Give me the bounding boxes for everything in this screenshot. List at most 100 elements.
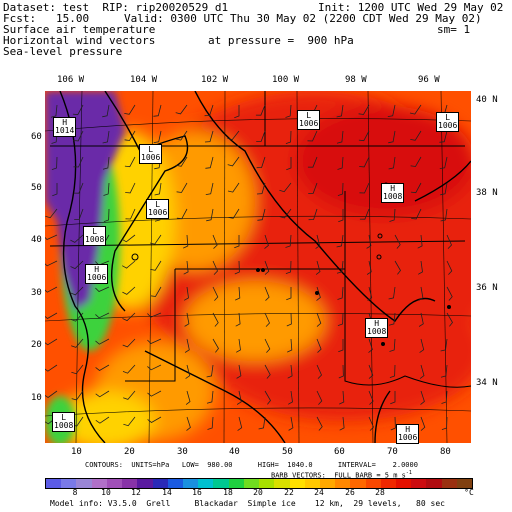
wind-barb [124,104,136,115]
wind-barb [256,156,266,169]
wind-barb [388,312,396,326]
wind-barb [212,312,219,327]
wind-barb [122,312,136,322]
wind-barb [316,312,322,327]
wind-barb [390,391,396,405]
wind-barb [255,104,266,116]
colorbar-tick: 28 [375,488,385,497]
wind-barb [410,182,422,194]
wind-barb [206,208,214,222]
wind-barb [45,312,58,319]
colorbar-swatch [152,479,168,488]
wind-barb [102,104,110,118]
colorbar-swatch [46,479,62,488]
latitude-label: 34 N [476,378,498,388]
wind-barb [316,286,321,301]
wind-barb [339,416,345,431]
init-time-label: Init: 1200 UTC Wed 29 May 02 [318,1,504,14]
colorbar-tick: 26 [345,488,355,497]
pressure-center-label: H 1006 [396,424,420,444]
wind-barb [359,182,370,194]
wind-barb [125,208,136,220]
wind-barb [71,390,84,401]
colorbar-unit: °C [464,488,474,497]
wind-barb [394,234,401,249]
longitude-label: 106 W [57,75,85,85]
colorbar-tick: 20 [253,488,263,497]
wind-barb [70,312,84,322]
wind-barb [227,130,240,141]
field-wind-label: Horizontal wind vectors [3,34,156,47]
colorbar-swatch [335,479,351,488]
wind-barb [95,338,110,345]
colorbar-swatch [456,479,473,488]
wind-barb [446,234,452,249]
wind-barb [359,156,370,168]
pressure-center-label: L 1006 [146,199,170,219]
wind-barb [256,130,266,142]
grid-x-label: 20 [124,447,135,457]
grid-x-label: 50 [282,447,293,457]
wind-barb [336,104,344,118]
state-borders [49,91,471,388]
wind-barb [337,182,344,196]
wind-barb [389,208,396,222]
colorbar-labels: 8 10 12 14 16 18 20 22 24 26 28 °C [45,488,474,498]
colorbar-tick: 16 [192,488,202,497]
wind-barb [388,286,396,300]
wind-barb [440,338,448,352]
wind-barb [45,260,58,267]
wind-barb [205,182,214,195]
wind-barb [124,156,136,168]
wind-barb [122,260,136,269]
wind-barb [288,416,294,431]
wind-barb [45,338,58,346]
wind-barb [338,209,344,223]
wind-barb [287,338,293,353]
wind-barb [95,312,110,319]
colorbar-swatch [61,479,77,488]
wind-barb [315,234,321,249]
field-slp-label: Sea-level pressure [3,45,123,58]
wind-barb [204,130,214,143]
pressure-center-label: H 1006 [85,264,109,284]
longitude-label: 100 W [272,75,300,85]
wind-barb [338,339,344,353]
wind-barb [147,364,162,371]
pressure-center-label: H 1008 [381,183,405,203]
wind-barb [236,390,242,405]
colorbar-swatch [396,479,412,488]
wind-barb [359,208,370,220]
colorbar-swatch [380,479,397,488]
wind-barb [316,364,322,379]
colorbar-swatch [228,479,244,488]
pressure-center-label: L 1006 [297,110,321,130]
smoothing-label: sm= 1 [437,23,471,36]
colorbar-tick: 18 [223,488,233,497]
wind-barb [73,156,84,168]
temperature-map [45,91,471,443]
wind-barb [212,286,219,301]
wind-barb [337,312,344,326]
wind-barb [45,234,58,240]
wind-barb [388,130,396,144]
wind-barb [337,156,344,170]
wind-barb [95,364,110,371]
colorbar-swatch [365,479,381,488]
wind-barb [70,260,84,270]
wind-barbs [45,104,453,431]
latitude-label: 40 N [476,95,498,105]
wind-barb [285,234,292,248]
wind-barb [122,338,136,348]
pressure-center-label: H 1008 [365,318,389,338]
colorbar-swatch [411,479,427,488]
wind-barb [51,156,58,170]
wind-barb [153,104,162,117]
wind-barb [103,182,110,196]
wind-barb [45,286,58,293]
wind-barb [368,338,373,353]
colorbar-swatch [106,479,123,488]
grid-x-label: 40 [229,447,240,457]
wind-barb [286,287,292,301]
colorbar-swatch [213,479,229,488]
